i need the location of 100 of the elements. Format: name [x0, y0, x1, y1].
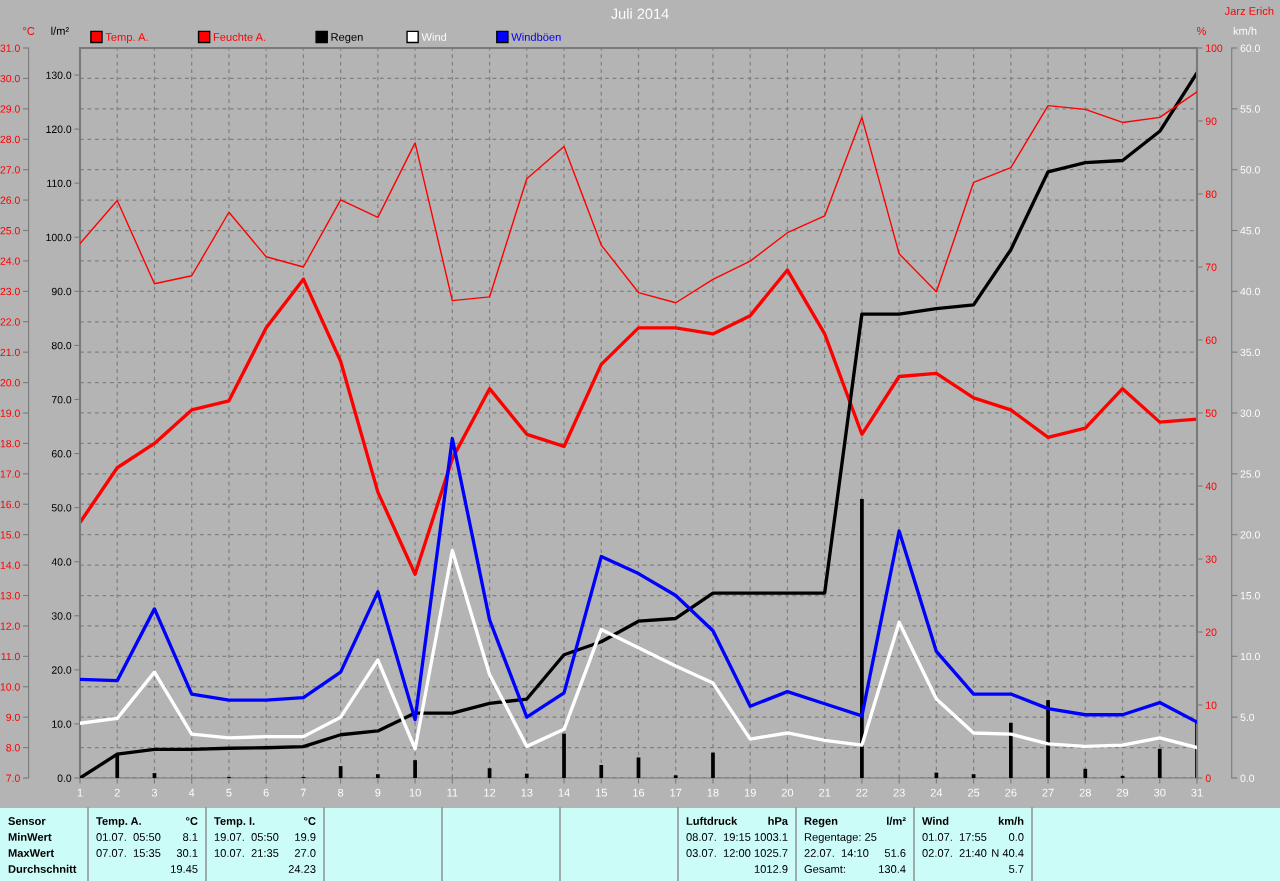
bar [413, 760, 417, 778]
bar [673, 775, 678, 778]
x-tick-label: 1 [77, 788, 83, 797]
text: Luftdruck 08.07. 19:15 03.07. 12:00 [686, 816, 751, 857]
x-tick-label: 27 [1042, 788, 1054, 797]
x-tick-label: 29 [1116, 788, 1129, 797]
x-tick-label: 13 [521, 788, 533, 797]
y-tick-label: 30.0 [1240, 409, 1260, 417]
y-tick-label: 25.0 [1240, 470, 1260, 478]
bar [1157, 748, 1162, 778]
x-tick-label: 18 [707, 788, 719, 797]
y2-tick-label: 100.0 [46, 233, 72, 242]
y2-tick-label: 80.0 [51, 341, 72, 350]
y-tick-label: 21.0 [0, 348, 20, 357]
y3-axis-title: % [1196, 27, 1207, 35]
y3-tick-label: 40 [1205, 482, 1217, 490]
y-tick-label: 29.0 [0, 105, 20, 113]
y3-tick-label: 0 [1205, 774, 1211, 782]
x-tick-label: 14 [558, 788, 570, 797]
y3-tick-label: 70 [1205, 263, 1217, 271]
text: Jarz Erich [1224, 6, 1274, 15]
legend-label: Regen [331, 33, 363, 44]
x-tick-label: 4 [188, 788, 195, 797]
y2-tick-label: 40.0 [51, 558, 72, 566]
y-tick-label: 13.0 [0, 592, 20, 600]
x-tick-label: 6 [263, 788, 269, 797]
line-series [80, 268, 1197, 576]
y-tick-label: 16.0 [0, 500, 20, 509]
x-tick-label: 31 [1191, 788, 1203, 797]
y-tick-label: 9.0 [6, 713, 20, 722]
y2-tick-label: 70.0 [51, 395, 72, 404]
y2-tick-label: 50.0 [51, 504, 72, 512]
text: Wind [421, 32, 447, 41]
x-tick-label: 20 [781, 788, 794, 797]
line-series [80, 436, 1197, 724]
x-tick-label: 28 [1079, 788, 1091, 797]
y-tick-label: 22.0 [0, 318, 20, 326]
text: °C 19.9 27.0 24.23 [288, 817, 316, 873]
y-tick-label: 10.0 [1240, 652, 1260, 661]
x-tick-label: 17 [670, 788, 682, 797]
y2-tick-label: 60.0 [51, 450, 72, 458]
y2-tick-label: 110.0 [47, 179, 72, 188]
y2-tick-label: 30.0 [51, 612, 72, 620]
bar [562, 733, 566, 778]
y-tick-label: 5.0 [1240, 713, 1255, 722]
x-tick-label: 15 [595, 788, 607, 797]
line-series [80, 91, 1197, 304]
y3-tick-label: 50 [1205, 409, 1217, 417]
bar [1083, 768, 1088, 778]
x-tick-label: 2 [114, 788, 120, 797]
text: Wind 01.07. 17:55 02.07. 21:40 [922, 816, 987, 857]
text: Temp. A. 01.07. 05:50 07.07. 15:35 [96, 817, 161, 857]
bar [1008, 722, 1013, 778]
text: Regen Regentage: 25 22.07. 14:10 Gesamt: [804, 817, 877, 873]
chart-title: Juli 2014 [611, 8, 669, 19]
x-tick-label: 8 [338, 788, 344, 797]
y-tick-label: 25.0 [0, 227, 20, 235]
y-tick-label: 60.0 [1240, 44, 1260, 52]
y-tick-label: 24.0 [0, 257, 20, 265]
x-tick-label: 11 [447, 788, 458, 797]
y2-tick-label: 120.0 [46, 125, 72, 133]
x-tick-label: 10 [409, 788, 421, 797]
y-tick-label: 11.0 [1, 652, 20, 661]
line-series [80, 548, 1197, 751]
y-tick-label: 20.0 [1240, 531, 1260, 539]
x-tick-label: 3 [151, 788, 158, 797]
y3-tick-label: 30 [1205, 555, 1217, 563]
bar [860, 498, 864, 778]
y2-tick-label: 90.0 [51, 287, 72, 296]
x-tick-label: 25 [967, 788, 980, 797]
legend-label: Windböen [511, 32, 561, 41]
x-tick-label: 12 [484, 788, 496, 797]
y-tick-label: 15.0 [0, 531, 20, 539]
y3-tick-label: 80 [1205, 190, 1217, 198]
text: km/h 0.0 N 40.4 5.7 [992, 816, 1024, 873]
y2-tick-label: 10.0 [52, 720, 72, 728]
x-tick-label: 24 [930, 788, 943, 797]
y-tick-label: 7.0 [6, 774, 20, 782]
y-tick-label: 15.0 [1240, 592, 1260, 600]
y3-tick-label: 60 [1205, 336, 1217, 344]
bar [599, 765, 604, 778]
y2-tick-label: 130.0 [46, 71, 72, 79]
y-tick-label: 31.0 [0, 44, 20, 52]
bar [524, 773, 529, 778]
y2-tick-label: 0.0 [57, 774, 72, 782]
y-tick-label: 10.0 [0, 683, 20, 691]
bar [376, 774, 380, 778]
legend-label: Feuchte A. [213, 32, 266, 41]
y3-tick-label: 20 [1205, 628, 1217, 636]
y-tick-label: 12.0 [0, 622, 20, 630]
x-tick-label: 22 [856, 788, 868, 797]
y-tick-label: 55.0 [1240, 105, 1260, 113]
x-tick-label: 19 [744, 788, 756, 797]
bar [711, 752, 715, 778]
text: l/m² 51.6 130.4 [879, 816, 906, 873]
y-tick-label: 35.0 [1240, 348, 1260, 357]
y-axis-title: km/h [1233, 26, 1257, 35]
text: hPa 1003.1 1025.7 1012.9 [754, 816, 789, 873]
x-tick-label: 7 [300, 788, 306, 797]
text: Temp. I. 19.07. 05:50 10.07. 21:35 [214, 817, 279, 857]
